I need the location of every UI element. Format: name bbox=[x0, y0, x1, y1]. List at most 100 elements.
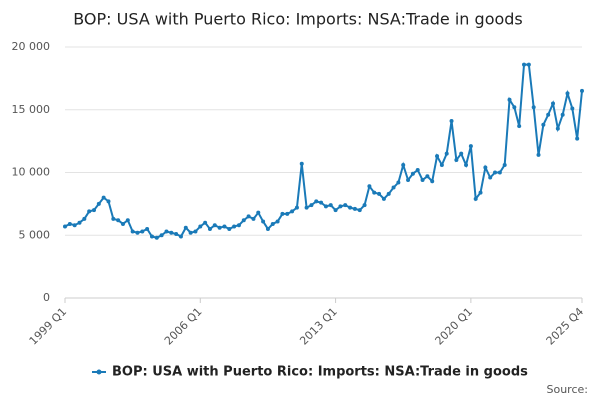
point bbox=[241, 218, 246, 223]
point bbox=[125, 218, 130, 223]
point bbox=[348, 205, 353, 210]
point bbox=[386, 191, 391, 196]
y-tick-label: 5 000 bbox=[19, 228, 51, 241]
point bbox=[222, 224, 227, 229]
point bbox=[483, 165, 488, 170]
point bbox=[193, 229, 198, 234]
point bbox=[159, 233, 164, 238]
point bbox=[323, 204, 328, 209]
point bbox=[575, 136, 580, 141]
point bbox=[415, 167, 420, 172]
point bbox=[116, 218, 121, 223]
point bbox=[444, 151, 449, 156]
point bbox=[517, 124, 522, 129]
point bbox=[367, 184, 372, 189]
point bbox=[164, 229, 169, 234]
chart-title: BOP: USA with Puerto Rico: Imports: NSA:… bbox=[73, 10, 523, 29]
point bbox=[67, 221, 72, 226]
point bbox=[261, 219, 266, 224]
x-tick-label: 2006 Q1 bbox=[162, 305, 205, 348]
point bbox=[570, 106, 575, 111]
point bbox=[357, 208, 362, 213]
point bbox=[454, 157, 459, 162]
point bbox=[265, 226, 270, 231]
point bbox=[352, 206, 357, 211]
point bbox=[72, 223, 77, 228]
point bbox=[96, 201, 101, 206]
point bbox=[280, 211, 285, 216]
point bbox=[270, 221, 275, 226]
point bbox=[555, 126, 560, 131]
point bbox=[217, 225, 222, 230]
point bbox=[290, 209, 295, 214]
point bbox=[294, 205, 299, 210]
x-tick-label: 2025 Q4 bbox=[544, 305, 587, 348]
point bbox=[362, 203, 367, 208]
line bbox=[64, 63, 583, 239]
point bbox=[531, 105, 536, 110]
point bbox=[536, 152, 541, 157]
point bbox=[343, 203, 348, 208]
point bbox=[183, 225, 188, 230]
point bbox=[449, 119, 454, 124]
point bbox=[439, 162, 444, 167]
point bbox=[207, 226, 212, 231]
point bbox=[391, 185, 396, 190]
point bbox=[401, 162, 406, 167]
point bbox=[565, 91, 570, 96]
point bbox=[493, 170, 498, 175]
point bbox=[396, 180, 401, 185]
point bbox=[406, 178, 411, 183]
point bbox=[425, 174, 430, 179]
y-tick-label: 15 000 bbox=[12, 103, 51, 116]
point bbox=[154, 235, 159, 240]
x-tick-label: 2013 Q1 bbox=[297, 305, 340, 348]
point bbox=[410, 171, 415, 176]
point bbox=[169, 230, 174, 235]
point bbox=[459, 151, 464, 156]
point bbox=[299, 161, 304, 166]
point bbox=[328, 203, 333, 208]
point bbox=[309, 203, 314, 208]
point bbox=[135, 230, 140, 235]
point bbox=[140, 229, 145, 234]
point bbox=[82, 216, 87, 221]
point bbox=[203, 220, 208, 225]
point bbox=[232, 224, 237, 229]
x-tick-label: 2020 Q1 bbox=[433, 305, 476, 348]
point bbox=[178, 234, 183, 239]
point bbox=[502, 162, 507, 167]
point bbox=[188, 230, 193, 235]
point bbox=[338, 204, 343, 209]
point bbox=[212, 223, 217, 228]
point bbox=[149, 234, 154, 239]
point bbox=[145, 226, 150, 231]
point bbox=[120, 221, 125, 226]
point bbox=[435, 154, 440, 159]
point bbox=[91, 208, 96, 213]
point bbox=[130, 229, 135, 234]
point bbox=[333, 208, 338, 213]
point bbox=[507, 97, 512, 102]
point bbox=[275, 219, 280, 224]
point bbox=[285, 211, 290, 216]
point bbox=[251, 216, 256, 221]
point bbox=[87, 209, 92, 214]
y-tick-label: 0 bbox=[43, 291, 50, 304]
point bbox=[319, 200, 324, 205]
point bbox=[372, 190, 377, 195]
y-tick-label: 20 000 bbox=[12, 40, 51, 53]
point bbox=[101, 195, 106, 200]
point bbox=[77, 220, 82, 225]
point bbox=[198, 224, 203, 229]
point bbox=[488, 175, 493, 180]
point bbox=[314, 199, 319, 204]
point bbox=[304, 205, 309, 210]
point bbox=[478, 190, 483, 195]
point bbox=[227, 226, 232, 231]
legend-marker bbox=[96, 369, 102, 375]
point bbox=[497, 170, 502, 175]
point bbox=[551, 101, 556, 106]
point bbox=[174, 231, 179, 236]
